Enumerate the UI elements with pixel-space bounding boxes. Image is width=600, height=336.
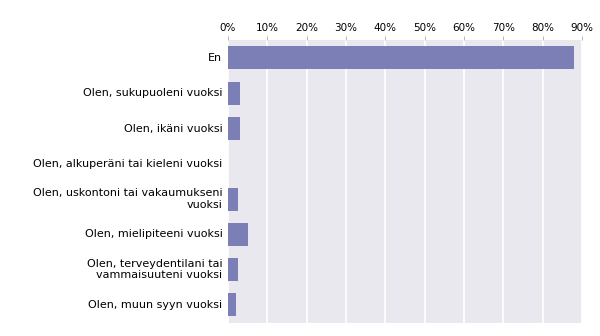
Bar: [228, 82, 240, 105]
Bar: [228, 223, 248, 246]
Bar: [228, 187, 238, 211]
Bar: [228, 293, 236, 317]
Bar: [228, 117, 240, 140]
Bar: [228, 46, 574, 70]
Bar: [228, 258, 238, 281]
